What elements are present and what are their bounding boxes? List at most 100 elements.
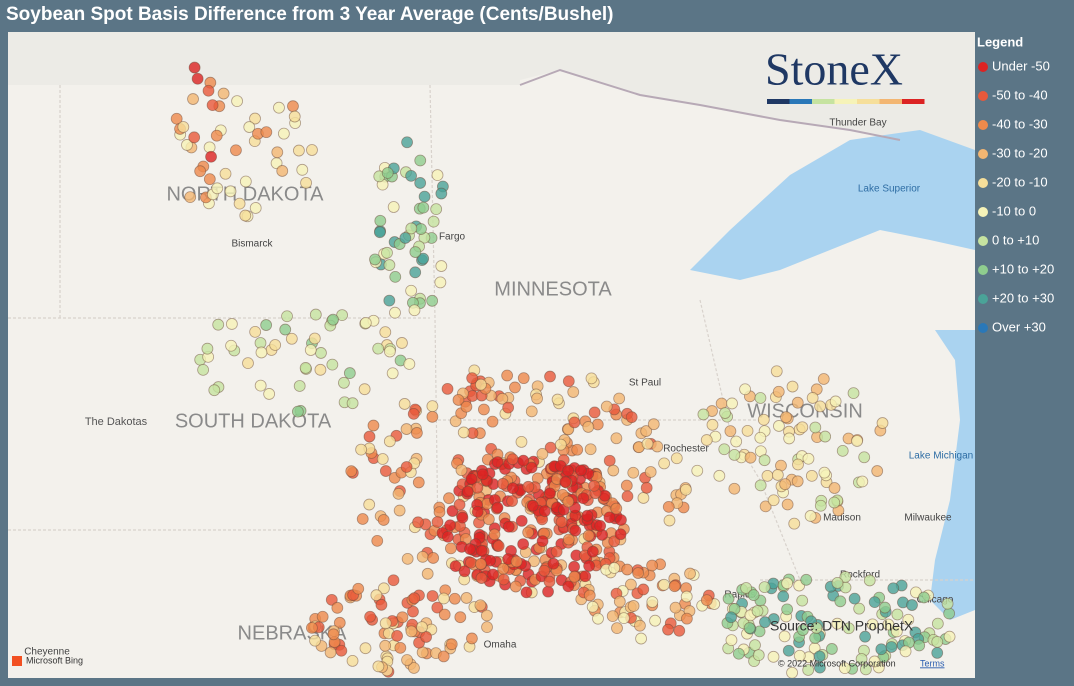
dot (863, 574, 876, 587)
legend-label[interactable]: Over +30 (992, 319, 1046, 334)
dot (466, 372, 479, 385)
place-label: Cheyenne (24, 647, 70, 658)
place-label: Fargo (439, 232, 466, 243)
dot (379, 326, 392, 339)
logo-segment (902, 99, 925, 104)
dot (943, 607, 956, 620)
dot (658, 457, 671, 470)
legend-label[interactable]: -20 to -10 (992, 174, 1048, 189)
dot (327, 313, 339, 326)
dot (754, 479, 767, 492)
dot (271, 146, 284, 159)
dot (497, 562, 510, 575)
dot (780, 411, 792, 424)
dot (426, 400, 439, 413)
dot (847, 387, 860, 400)
dot (856, 475, 869, 488)
dot (379, 465, 392, 477)
dot (224, 185, 237, 198)
dot (456, 511, 469, 524)
dot (644, 466, 657, 478)
dot (426, 410, 439, 423)
dot (538, 505, 551, 518)
dot (668, 580, 681, 593)
dot (778, 630, 791, 643)
dot (562, 495, 575, 508)
dot (607, 464, 620, 477)
dot (809, 632, 822, 644)
dot (538, 564, 551, 577)
dot (786, 380, 799, 393)
legend-label[interactable]: +10 to +20 (992, 261, 1054, 276)
dot (536, 535, 549, 548)
dot (325, 593, 338, 606)
dot (188, 131, 201, 144)
dot (417, 252, 430, 265)
legend-label[interactable]: -40 to -30 (992, 116, 1048, 131)
dot (387, 201, 400, 213)
dot (491, 456, 504, 468)
dot (434, 276, 447, 289)
dot (517, 372, 530, 385)
dot (851, 435, 863, 447)
dot (208, 384, 221, 397)
legend-label[interactable]: -50 to -40 (992, 87, 1048, 102)
dot (517, 538, 530, 550)
dot (212, 318, 225, 331)
dot (430, 203, 443, 216)
dot (408, 592, 421, 605)
dot (767, 650, 780, 663)
dot (751, 605, 764, 617)
dot (492, 540, 505, 552)
dot (444, 519, 456, 532)
dot (231, 95, 243, 108)
logo-segment (834, 99, 857, 104)
dot (868, 596, 881, 609)
dot (374, 214, 387, 227)
dot (724, 425, 737, 438)
dot (586, 600, 599, 613)
dot (732, 647, 745, 660)
dot (426, 294, 439, 307)
dot (254, 379, 267, 392)
terms[interactable]: Terms (920, 658, 945, 668)
dot (201, 342, 214, 355)
dot (818, 466, 831, 479)
dot (437, 592, 450, 605)
dot (618, 612, 630, 625)
dot (828, 482, 841, 494)
dot (718, 443, 731, 456)
legend-label[interactable]: 0 to +10 (992, 232, 1039, 247)
dot (931, 636, 944, 648)
dot (588, 406, 601, 419)
dot (547, 557, 560, 570)
dot (583, 560, 596, 572)
dot (767, 494, 780, 507)
dot (296, 163, 309, 176)
dot (728, 482, 741, 495)
dot (417, 201, 430, 214)
dot (300, 176, 312, 189)
legend-label[interactable]: -30 to -20 (992, 145, 1048, 160)
dot (796, 421, 809, 434)
dot (713, 469, 726, 482)
dot (287, 100, 299, 113)
dot (866, 618, 879, 631)
place-label: Chicago (917, 595, 954, 606)
logo-bar (767, 99, 925, 104)
dot (358, 383, 371, 396)
dot (255, 346, 268, 359)
dot (383, 294, 396, 307)
legend-label[interactable]: -10 to 0 (992, 203, 1036, 218)
dot (437, 650, 450, 663)
dot (662, 500, 675, 513)
dots (170, 61, 956, 678)
dot (700, 434, 713, 446)
legend-label[interactable]: Under -50 (992, 58, 1050, 73)
legend-label[interactable]: +20 to +30 (992, 290, 1054, 305)
dot (381, 246, 393, 259)
dot (810, 622, 823, 634)
dot (759, 500, 772, 513)
dot (722, 592, 735, 605)
